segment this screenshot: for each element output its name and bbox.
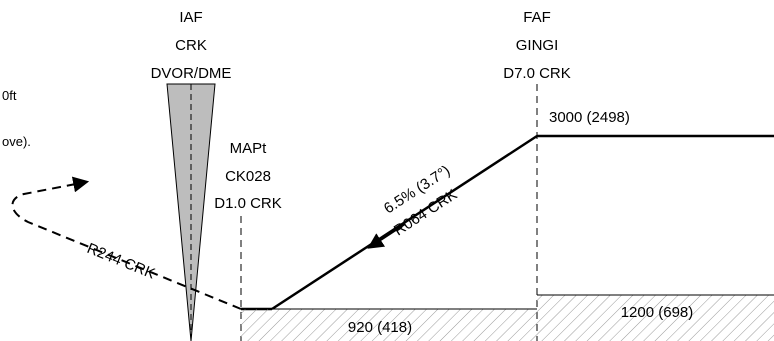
final-descent-path	[271, 134, 538, 311]
faf-role-label: FAF	[523, 9, 551, 26]
mapt-name-label: CK028	[225, 168, 271, 185]
minimum-area-left	[241, 309, 537, 341]
descent-direction-arrow	[367, 223, 406, 249]
iaf-type-label: DVOR/DME	[151, 65, 232, 82]
minimum-area-right	[537, 295, 774, 341]
faf-name-label: GINGI	[516, 37, 559, 54]
minimum-right-label: 1200 (698)	[621, 304, 694, 321]
faf-dist-label: D7.0 CRK	[503, 65, 571, 82]
minimum-left-label: 920 (418)	[348, 319, 412, 336]
missed-approach-track	[11, 176, 242, 310]
missed-approach-radial-label: R244 CRK	[85, 240, 158, 283]
vor-cone-shape	[166, 83, 216, 341]
left-note-1: 0ft	[2, 88, 17, 103]
mapt-role-label: MAPt	[230, 140, 268, 157]
mapt-dist-label: D1.0 CRK	[214, 195, 282, 212]
iaf-role-label: IAF	[179, 9, 202, 26]
left-note-2: ove).	[2, 134, 31, 149]
iaf-name-label: CRK	[175, 37, 207, 54]
faf-altitude-label: 3000 (2498)	[549, 109, 630, 126]
